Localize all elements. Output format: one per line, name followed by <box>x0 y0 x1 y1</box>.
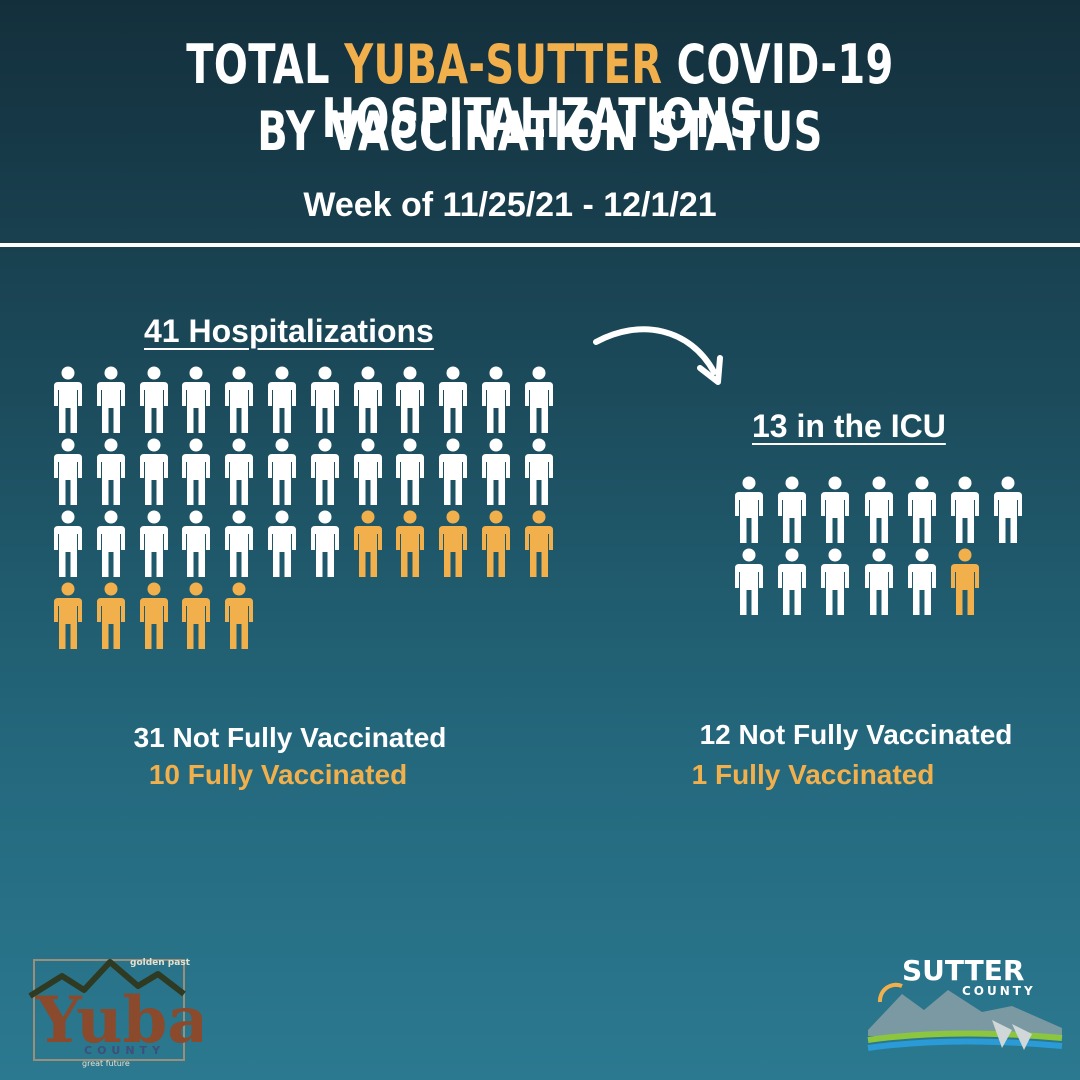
sutter-logo-sun <box>877 982 903 1003</box>
person-icon <box>439 438 468 505</box>
yuba-logo-mountains <box>28 959 186 999</box>
week-range: Week of 11/25/21 - 12/1/21 <box>303 186 717 224</box>
person-icon <box>735 548 763 615</box>
person-icon <box>268 438 296 505</box>
hospitalizations-vaccinated-label: 10 Fully Vaccinated <box>148 759 408 790</box>
person-icon <box>778 476 807 543</box>
icu-heading: 13 in the ICU <box>752 408 946 444</box>
title-suffix: COVID-19 HOSPITALIZATIONS <box>321 33 894 150</box>
title-line-1: TOTAL YUBA-SUTTER COVID-19 HOSPITALIZATI… <box>140 38 939 146</box>
person-icon <box>951 548 979 615</box>
person-icon <box>482 510 510 577</box>
sutter-logo-county: COUNTY <box>962 984 1036 998</box>
yuba-county-logo: golden past Yuba COUNTY great future <box>28 958 202 1068</box>
person-icon <box>268 366 296 433</box>
title-line-2: BY VACCINATION STATUS <box>257 100 823 163</box>
person-icon <box>139 366 168 433</box>
person-icon <box>139 438 168 505</box>
person-icon <box>54 438 82 505</box>
sutter-logo-green-stripe <box>867 1030 1063 1043</box>
yuba-logo-wordmark: Yuba <box>35 983 202 1058</box>
sutter-logo-wordmark: SUTTER <box>902 954 1024 987</box>
title-highlight: YUBA-SUTTER <box>344 33 663 96</box>
person-icon <box>54 582 82 649</box>
person-icon <box>353 438 382 505</box>
icu-vaccinated-label: 1 Fully Vaccinated <box>691 759 935 790</box>
person-icon <box>139 510 168 577</box>
person-icon <box>268 510 296 577</box>
person-icon <box>182 438 211 505</box>
yuba-logo-tagline-bottom: great future <box>82 1059 130 1068</box>
person-icon <box>778 548 807 615</box>
person-icon <box>353 366 382 433</box>
person-icon <box>907 476 936 543</box>
curved-arrow-icon <box>593 326 723 385</box>
person-icon <box>96 438 125 505</box>
person-icon <box>225 366 254 433</box>
person-icon <box>353 510 382 577</box>
person-icon <box>864 548 893 615</box>
person-icon <box>310 510 339 577</box>
sutter-county-logo: SUTTER COUNTY <box>867 954 1063 1051</box>
person-icon <box>994 476 1023 543</box>
person-icon <box>96 510 125 577</box>
title-prefix: TOTAL <box>186 33 345 96</box>
person-icon <box>225 438 254 505</box>
person-icon <box>396 510 425 577</box>
person-icon <box>396 438 425 505</box>
sutter-logo-birds <box>992 1020 1032 1050</box>
person-icon <box>439 366 468 433</box>
person-icon <box>225 510 254 577</box>
person-icon <box>821 548 850 615</box>
person-icon <box>182 510 211 577</box>
sutter-logo-blue-stripe <box>867 1038 1063 1051</box>
person-icon <box>225 582 254 649</box>
person-icon <box>310 438 339 505</box>
person-icon <box>96 366 125 433</box>
hospitalizations-heading: 41 Hospitalizations <box>144 313 434 349</box>
person-icon <box>524 366 553 433</box>
person-icon <box>182 366 211 433</box>
person-icon <box>524 438 553 505</box>
person-icon <box>524 510 553 577</box>
person-icon <box>864 476 893 543</box>
person-icon <box>139 582 168 649</box>
person-icon <box>54 366 82 433</box>
person-icon <box>907 548 936 615</box>
person-icon <box>735 476 763 543</box>
yuba-logo-county: COUNTY <box>84 1044 165 1057</box>
person-icon <box>396 366 425 433</box>
person-icon <box>482 438 510 505</box>
person-icon <box>182 582 211 649</box>
person-icon <box>54 510 82 577</box>
yuba-logo-tagline-top: golden past <box>130 958 191 968</box>
person-icon <box>951 476 979 543</box>
hospitalizations-not-vaccinated-label: 31 Not Fully Vaccinated <box>133 722 447 753</box>
person-icon <box>310 366 339 433</box>
icu-not-vaccinated-label: 12 Not Fully Vaccinated <box>699 719 1013 750</box>
person-icon <box>482 366 510 433</box>
person-icon <box>821 476 850 543</box>
person-icon <box>439 510 468 577</box>
person-icon <box>96 582 125 649</box>
header-divider <box>0 243 1080 247</box>
sutter-logo-mountains <box>868 990 1062 1036</box>
